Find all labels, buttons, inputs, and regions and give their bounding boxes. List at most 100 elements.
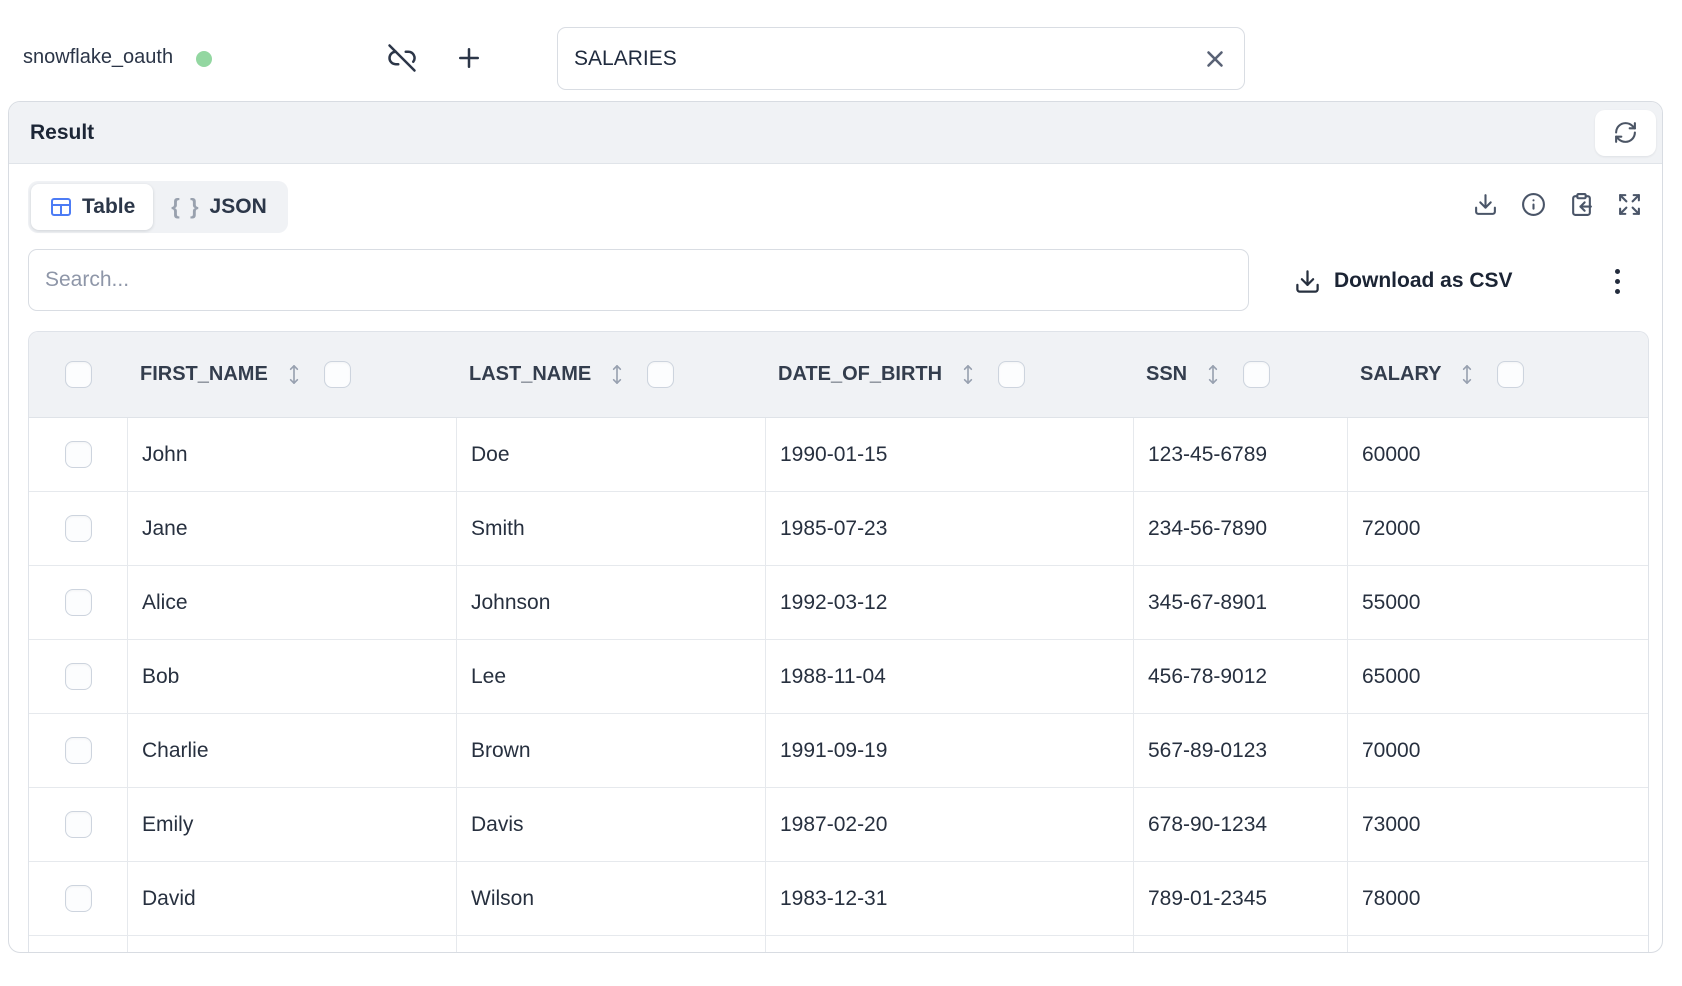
cell-ssn: 789-01-2345 [1133, 862, 1347, 935]
download-csv-button[interactable]: Download as CSV [1294, 260, 1513, 302]
cell-salary: 65000 [1347, 640, 1648, 713]
result-table: FIRST_NAME LAST_NAME DATE_OF_BIRTH SSN S [28, 331, 1649, 952]
cell-first-name: Alice [127, 566, 456, 639]
column-checkbox[interactable] [998, 361, 1026, 388]
column-header-first-name: FIRST_NAME [127, 332, 456, 417]
table-row: Emily Davis 1987-02-20 678-90-1234 73000 [29, 788, 1648, 862]
table-grid-icon [51, 198, 71, 216]
cell-date-of-birth: 1987-02-20 [765, 788, 1133, 861]
download-csv-label: Download as CSV [1334, 269, 1513, 292]
unlink-connection-button[interactable] [384, 40, 420, 76]
result-panel: Result Table { } JSON Downlo [8, 101, 1663, 953]
cell-first-name: Bob [127, 640, 456, 713]
result-info-button[interactable] [1521, 192, 1546, 217]
sort-icon[interactable] [1205, 363, 1221, 386]
tab-table-view[interactable]: Table [31, 184, 154, 230]
connection-name: snowflake_oauth [23, 46, 174, 68]
row-select-checkbox[interactable] [64, 663, 92, 690]
row-select-checkbox[interactable] [64, 737, 92, 764]
cell-first-name: Charlie [127, 714, 456, 787]
clear-input-button[interactable] [1200, 44, 1230, 74]
add-query-tab-button[interactable] [452, 41, 486, 75]
table-row-partial [29, 936, 1648, 952]
row-select-checkbox[interactable] [64, 515, 92, 542]
cell-date-of-birth: 1991-09-19 [765, 714, 1133, 787]
result-panel-header: Result [9, 102, 1662, 164]
cell-salary: 55000 [1347, 566, 1648, 639]
connection-status-dot [196, 51, 212, 67]
cell-first-name: John [127, 418, 456, 491]
table-row: Jane Smith 1985-07-23 234-56-7890 72000 [29, 492, 1648, 566]
cell-salary: 78000 [1347, 862, 1648, 935]
table-row: Charlie Brown 1991-09-19 567-89-0123 700… [29, 714, 1648, 788]
cell-last-name: Wilson [456, 862, 765, 935]
plus-icon [459, 48, 479, 68]
table-name-input-container [557, 27, 1245, 90]
cell-last-name: Davis [456, 788, 765, 861]
cell-ssn: 678-90-1234 [1133, 788, 1347, 861]
table-row: Bob Lee 1988-11-04 456-78-9012 65000 [29, 640, 1648, 714]
column-header-ssn: SSN [1133, 332, 1347, 417]
column-checkbox[interactable] [1497, 361, 1525, 388]
cell-first-name: Emily [127, 788, 456, 861]
cell-first-name: Jane [127, 492, 456, 565]
download-icon [1475, 194, 1496, 215]
copy-result-button[interactable] [1569, 192, 1594, 217]
sort-icon[interactable] [286, 363, 302, 386]
row-select-checkbox[interactable] [64, 589, 92, 616]
column-header-date-of-birth: DATE_OF_BIRTH [765, 332, 1133, 417]
kebab-icon [1614, 268, 1620, 274]
row-select-checkbox[interactable] [64, 885, 92, 912]
cell-salary: 73000 [1347, 788, 1648, 861]
tab-json-view[interactable]: { } JSON [153, 184, 284, 230]
cell-first-name: David [127, 862, 456, 935]
table-row: Alice Johnson 1992-03-12 345-67-8901 550… [29, 566, 1648, 640]
expand-result-button[interactable] [1617, 192, 1642, 217]
cell-last-name: Smith [456, 492, 765, 565]
cell-salary: 60000 [1347, 418, 1648, 491]
cell-date-of-birth: 1990-01-15 [765, 418, 1133, 491]
cell-ssn: 567-89-0123 [1133, 714, 1347, 787]
column-header-salary: SALARY [1347, 332, 1648, 417]
cell-date-of-birth: 1992-03-12 [765, 566, 1133, 639]
sort-icon[interactable] [1459, 363, 1475, 386]
table-header-row: FIRST_NAME LAST_NAME DATE_OF_BIRTH SSN S [29, 332, 1648, 418]
refresh-icon [1615, 122, 1636, 143]
maximize-icon [1619, 194, 1640, 215]
cell-ssn: 345-67-8901 [1133, 566, 1347, 639]
download-icon [1296, 269, 1319, 293]
row-select-checkbox[interactable] [64, 441, 92, 468]
row-select-checkbox[interactable] [64, 811, 92, 838]
search-container [28, 249, 1249, 311]
view-mode-tabs: Table { } JSON [28, 181, 288, 233]
more-options-button[interactable] [1603, 260, 1631, 302]
x-icon [1207, 50, 1223, 67]
cell-date-of-birth: 1985-07-23 [765, 492, 1133, 565]
cell-salary: 72000 [1347, 492, 1648, 565]
cell-ssn: 123-45-6789 [1133, 418, 1347, 491]
cell-salary: 70000 [1347, 714, 1648, 787]
tab-json-label: JSON [209, 195, 267, 218]
cell-last-name: Johnson [456, 566, 765, 639]
table-name-input[interactable] [574, 46, 1200, 71]
cell-date-of-birth: 1988-11-04 [765, 640, 1133, 713]
cell-last-name: Brown [456, 714, 765, 787]
sort-icon[interactable] [609, 363, 625, 386]
search-input[interactable] [45, 268, 1232, 292]
select-all-checkbox[interactable] [64, 361, 92, 388]
column-checkbox[interactable] [647, 361, 675, 388]
info-icon [1522, 193, 1545, 216]
clipboard-paste-icon [1572, 193, 1592, 216]
download-result-button[interactable] [1473, 192, 1498, 217]
refresh-button[interactable] [1595, 109, 1656, 156]
braces-icon: { } [171, 194, 201, 219]
tab-table-label: Table [82, 195, 136, 218]
unlink-icon [388, 44, 416, 72]
cell-date-of-birth: 1983-12-31 [765, 862, 1133, 935]
cell-last-name: Lee [456, 640, 765, 713]
column-checkbox[interactable] [323, 361, 351, 388]
result-toolbar [1473, 192, 1642, 217]
column-checkbox[interactable] [1243, 361, 1271, 388]
sort-icon[interactable] [960, 363, 976, 386]
table-row: John Doe 1990-01-15 123-45-6789 60000 [29, 418, 1648, 492]
